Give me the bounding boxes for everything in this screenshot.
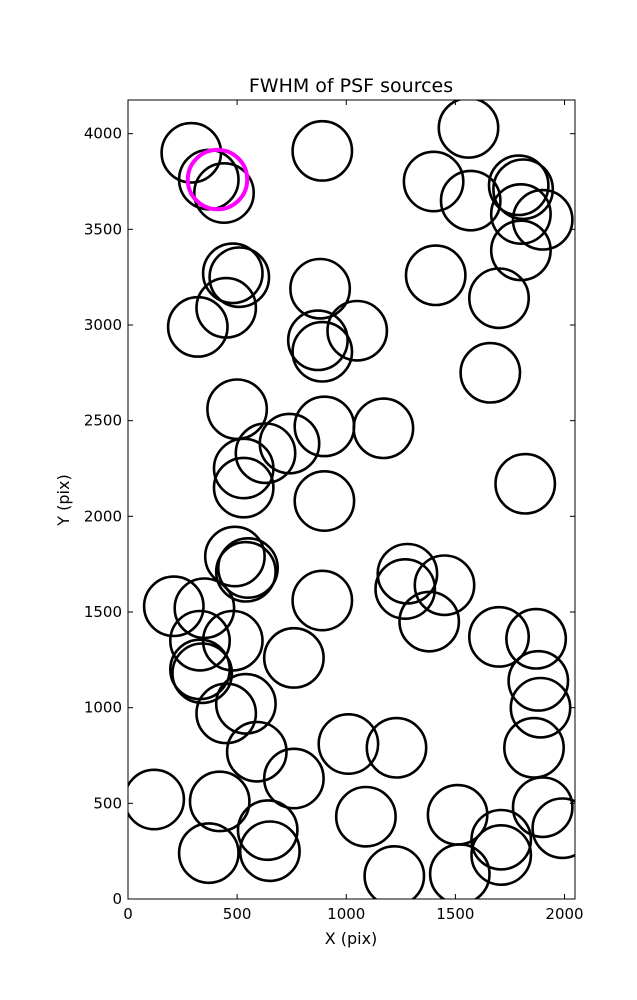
psf-source-marker [217,536,280,599]
psf-source-marker [467,267,530,330]
y-tick-label: 0 [112,890,122,908]
highlighted-source-marker [185,147,250,212]
psf-source-marker [317,712,380,775]
psf-source-marker [489,219,552,282]
psf-source-marker [238,820,301,883]
psf-source-marker [214,672,277,735]
psf-source-marker [374,557,437,620]
psf-source-marker [225,720,288,783]
psf-source-marker [404,244,467,307]
psf-source-marker [334,785,397,848]
psf-source-marker [365,716,428,779]
psf-source-marker [487,154,550,217]
psf-source-marker [193,162,256,225]
psf-source-marker [428,843,491,899]
y-tick-label: 3500 [84,220,122,238]
x-tick-label: 2000 [545,905,583,923]
y-tick-label: 2500 [84,412,122,430]
x-tick-label: 0 [123,905,133,923]
y-axis-label: Y (pix) [54,474,73,526]
psf-source-marker [289,257,352,320]
psf-source-marker [262,747,325,810]
psf-source-marker [128,768,186,831]
psf-source-marker [439,169,502,232]
plot-frame [127,99,576,900]
psf-source-marker [208,246,271,309]
psf-source-marker [352,397,415,460]
psf-source-marker [505,607,568,670]
psf-source-marker [470,808,533,871]
psf-source-marker [363,845,426,899]
psf-source-marker [437,100,500,159]
psf-source-marker [492,158,555,221]
y-tick-label: 4000 [84,125,122,143]
psf-source-marker [195,276,258,339]
psf-source-marker [511,188,574,251]
y-tick-label: 500 [93,794,122,812]
psf-source-marker [511,776,574,839]
y-axis-ticks: 0 500 1000 1500 2000 2500 3000 3500 4000 [84,125,575,908]
psf-source-marker [494,452,557,515]
y-tick-label: 1500 [84,603,122,621]
psf-source-marker [195,682,258,745]
psf-source-marker [470,823,533,886]
psf-source-marker [326,299,389,362]
psf-source-marker [489,183,552,246]
psf-source-marker [413,554,476,617]
psf-source-marker [376,542,439,605]
x-tick-label: 500 [223,905,252,923]
x-axis-label: X (pix) [325,929,378,948]
psf-source-marker [293,469,356,532]
x-axis-ticks: 0 500 1000 1500 2000 [123,100,584,923]
x-tick-label: 1000 [327,905,365,923]
psf-source-marker [402,150,465,213]
psf-source-marker [467,605,530,668]
y-tick-label: 1000 [84,699,122,717]
psf-source-marker [398,590,461,653]
psf-source-marker [177,822,240,885]
marker-layer [128,100,575,899]
psf-source-marker [291,320,354,383]
y-tick-label: 2000 [84,507,122,525]
psf-source-marker [142,575,205,638]
psf-source-marker [169,609,232,672]
psf-source-marker [262,626,325,689]
psf-source-marker [201,242,264,305]
x-tick-label: 1500 [436,905,474,923]
psf-source-marker [214,540,277,603]
psf-source-marker [171,642,234,705]
y-tick-label: 3000 [84,316,122,334]
psf-source-marker [291,569,354,632]
psf-source-marker [286,309,349,372]
chart-title: FWHM of PSF sources [249,75,453,97]
psf-source-marker [291,119,354,182]
psf-source-marker [188,770,251,833]
psf-source-marker [212,456,275,519]
psf-source-marker [459,341,522,404]
psf-source-marker [531,797,575,860]
psf-source-marker [234,422,297,485]
psf-source-marker [507,649,570,712]
psf-source-marker [203,525,266,588]
psf-source-marker [236,799,299,862]
psf-source-marker [212,437,275,500]
